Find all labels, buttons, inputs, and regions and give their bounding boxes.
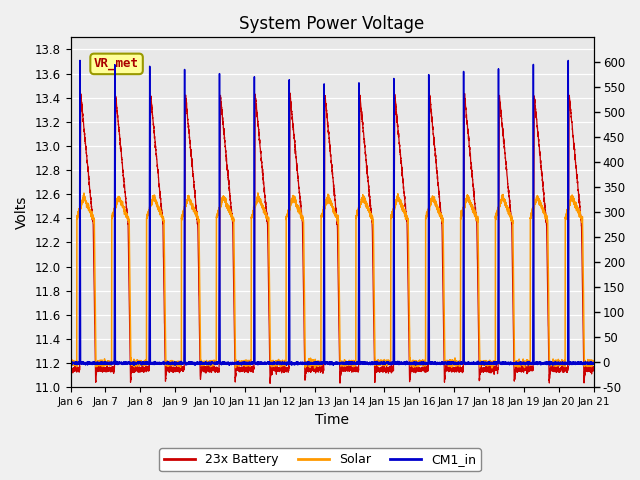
Solar [188, 203, 196, 209]
23x Battery [194, 214, 202, 220]
Solar [191, 210, 198, 216]
X-axis label: Time: Time [315, 413, 349, 427]
CM1_in [264, 359, 272, 365]
Solar [254, 190, 262, 196]
23x Battery [67, 366, 74, 372]
CM1_in [191, 360, 199, 366]
CM1_in [76, 58, 84, 63]
CM1_in [194, 360, 202, 366]
Line: 23x Battery: 23x Battery [70, 93, 594, 384]
Title: System Power Voltage: System Power Voltage [239, 15, 425, 33]
Text: VR_met: VR_met [94, 58, 139, 71]
Solar [301, 343, 309, 348]
CM1_in [590, 360, 598, 366]
CM1_in [225, 362, 233, 368]
23x Battery [264, 231, 271, 237]
Line: Solar: Solar [70, 193, 594, 368]
Legend: 23x Battery, Solar, CM1_in: 23x Battery, Solar, CM1_in [159, 448, 481, 471]
CM1_in [188, 361, 196, 367]
Solar [67, 362, 74, 368]
CM1_in [301, 360, 309, 365]
Solar [264, 217, 271, 223]
Solar [590, 361, 598, 367]
23x Battery [286, 90, 294, 96]
23x Battery [590, 367, 598, 372]
Solar [586, 361, 593, 367]
CM1_in [586, 361, 593, 367]
Y-axis label: Volts: Volts [15, 196, 29, 229]
Solar [311, 365, 319, 371]
23x Battery [266, 381, 274, 386]
23x Battery [191, 188, 198, 193]
23x Battery [301, 375, 309, 381]
CM1_in [67, 361, 74, 367]
23x Battery [586, 366, 593, 372]
Line: CM1_in: CM1_in [70, 60, 594, 365]
23x Battery [188, 160, 196, 166]
Solar [194, 216, 202, 221]
